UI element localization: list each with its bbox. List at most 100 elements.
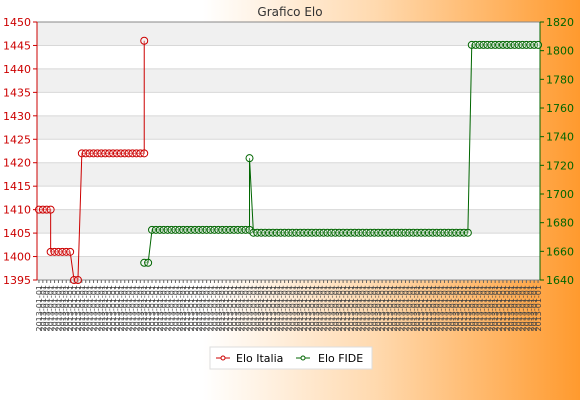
x-tick-label: 2013-01-01 [277, 285, 286, 332]
x-tick-label: 2013-01-01 [378, 285, 387, 332]
x-tick-label: 2013-01-01 [105, 285, 114, 332]
x-tick-label: 2013-01-01 [109, 285, 118, 332]
x-tick-label: 2013-01-01 [97, 285, 106, 332]
x-tick-label: 2013-01-01 [296, 285, 305, 332]
x-tick-label: 2013-01-01 [148, 285, 157, 332]
x-tick-label: 2013-01-01 [417, 285, 426, 332]
x-tick-label: 2013-01-01 [320, 285, 329, 332]
x-tick-label: 2013-01-01 [359, 285, 368, 332]
x-tick-label: 2013-01-01 [125, 285, 134, 332]
x-tick-label: 2013-01-01 [366, 285, 375, 332]
x-tick-label: 2013-01-01 [242, 285, 251, 332]
y-left-tick-label: 1410 [3, 204, 31, 217]
plot-area [37, 22, 540, 280]
y-right-tick-label: 1740 [546, 131, 574, 144]
x-tick-label: 2013-01-01 [168, 285, 177, 332]
x-axis: 2013-01-012013-01-012013-01-012013-01-01… [35, 280, 543, 332]
y-right-tick-label: 1760 [546, 102, 574, 115]
legend: Elo Italia Elo FIDE [209, 346, 373, 370]
x-tick-label: 2013-01-01 [534, 285, 543, 332]
x-tick-label: 2013-01-01 [54, 285, 63, 332]
x-tick-label: 2013-01-01 [347, 285, 356, 332]
x-tick-label: 2013-01-01 [35, 285, 44, 332]
x-tick-label: 2013-01-01 [316, 285, 325, 332]
x-tick-label: 2013-01-01 [195, 285, 204, 332]
x-tick-label: 2013-01-01 [292, 285, 301, 332]
x-tick-label: 2013-01-01 [93, 285, 102, 332]
data-point [46, 205, 55, 214]
x-tick-label: 2013-01-01 [390, 285, 399, 332]
x-tick-label: 2013-01-01 [58, 285, 67, 332]
data-point [140, 36, 149, 45]
x-tick-label: 2013-01-01 [51, 285, 60, 332]
series-elo-italia [34, 36, 149, 284]
x-tick-label: 2013-01-01 [526, 285, 535, 332]
chart-title: Grafico Elo [257, 5, 322, 19]
x-tick-label: 2013-01-01 [78, 285, 87, 332]
x-tick-label: 2013-01-01 [66, 285, 75, 332]
x-tick-label: 2013-01-01 [413, 285, 422, 332]
y-left-tick-label: 1440 [3, 63, 31, 76]
legend-swatch-marker [220, 355, 226, 361]
x-tick-label: 2013-01-01 [401, 285, 410, 332]
x-tick-label: 2013-01-01 [210, 285, 219, 332]
x-tick-label: 2013-01-01 [74, 285, 83, 332]
x-tick-label: 2013-01-01 [487, 285, 496, 332]
plot-band [37, 115, 540, 140]
x-tick-label: 2013-01-01 [503, 285, 512, 332]
x-tick-label: 2013-01-01 [164, 285, 173, 332]
x-tick-label: 2013-01-01 [86, 285, 95, 332]
data-point [66, 247, 75, 256]
x-tick-label: 2013-01-01 [171, 285, 180, 332]
x-tick-label: 2013-01-01 [187, 285, 196, 332]
x-tick-label: 2013-01-01 [175, 285, 184, 332]
y-left-tick-label: 1435 [3, 86, 31, 99]
plot-background [37, 22, 540, 280]
y-left-tick-label: 1450 [3, 16, 31, 29]
data-point [144, 258, 153, 267]
x-tick-label: 2013-01-01 [288, 285, 297, 332]
plot-band [37, 256, 540, 280]
x-tick-label: 2013-01-01 [518, 285, 527, 332]
x-tick-label: 2013-01-01 [421, 285, 430, 332]
x-tick-label: 2013-01-01 [246, 285, 255, 332]
data-point [140, 149, 149, 158]
x-tick-label: 2013-01-01 [140, 285, 149, 332]
y-right-tick-label: 1680 [546, 217, 574, 230]
x-tick-label: 2013-01-01 [152, 285, 161, 332]
x-tick-label: 2013-01-01 [136, 285, 145, 332]
legend-box [209, 346, 373, 370]
x-tick-label: 2013-01-01 [218, 285, 227, 332]
x-tick-label: 2013-01-01 [452, 285, 461, 332]
x-tick-label: 2013-01-01 [199, 285, 208, 332]
series-elo-fide [140, 40, 543, 267]
x-tick-label: 2013-01-01 [374, 285, 383, 332]
x-tick-label: 2013-01-01 [429, 285, 438, 332]
y-left-tick-label: 1445 [3, 39, 31, 52]
x-tick-label: 2013-01-01 [90, 285, 99, 332]
x-tick-label: 2013-01-01 [409, 285, 418, 332]
legend-label: Elo Italia [236, 352, 283, 365]
x-tick-label: 2013-01-01 [398, 285, 407, 332]
x-tick-label: 2013-01-01 [238, 285, 247, 332]
x-tick-label: 2013-01-01 [230, 285, 239, 332]
x-tick-label: 2013-01-01 [343, 285, 352, 332]
x-tick-label: 2013-01-01 [207, 285, 216, 332]
legend-label: Elo FIDE [318, 352, 363, 365]
y-axis-right: 1640 1660 1680 1700 1720 1740 1760 1780 1800 1820 [539, 16, 574, 287]
y-right-tick-label: 1700 [546, 188, 574, 201]
data-point [73, 276, 82, 284]
x-tick-label: 2013-01-01 [444, 285, 453, 332]
x-tick-label: 2013-01-01 [464, 285, 473, 332]
x-tick-label: 2013-01-01 [308, 285, 317, 332]
x-tick-label: 2013-01-01 [491, 285, 500, 332]
y-left-tick-label: 1400 [3, 251, 31, 264]
x-tick-label: 2013-01-01 [132, 285, 141, 332]
data-point [463, 228, 472, 237]
x-tick-label: 2013-01-01 [355, 285, 364, 332]
x-tick-label: 2013-01-01 [113, 285, 122, 332]
x-tick-label: 2013-01-01 [62, 285, 71, 332]
x-tick-label: 2013-01-01 [331, 285, 340, 332]
